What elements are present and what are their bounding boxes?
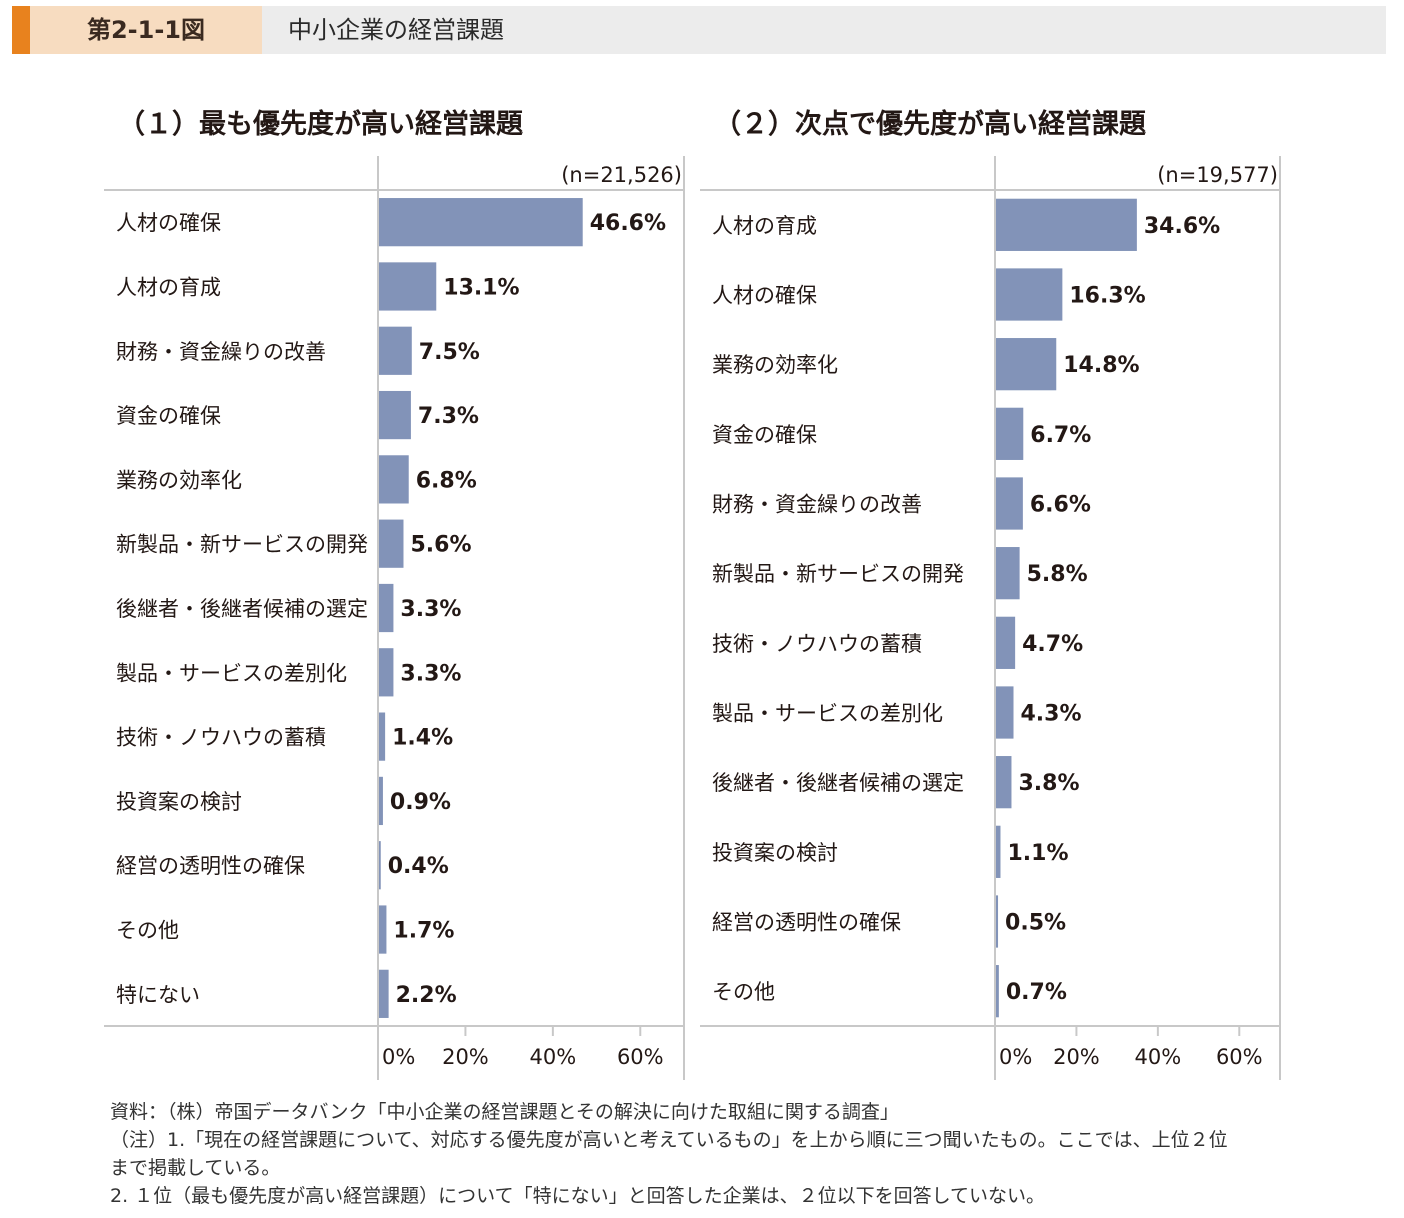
chart-1-bar bbox=[379, 390, 411, 440]
chart-1-value-label: 7.5% bbox=[419, 340, 480, 365]
chart-2-svg: (n=19,577) 0% 20% 40% 60% 人材の育成 34.6% 人材の確保 16.3… bbox=[700, 156, 1281, 1080]
chart-2-bar bbox=[996, 547, 1020, 600]
chart-1-value-label: 5.6% bbox=[410, 533, 471, 558]
chart-2-bar bbox=[996, 686, 1014, 739]
chart-2-category-label: 後継者・後継者候補の選定 bbox=[712, 771, 964, 795]
note-1-line-1: （注）1.「現在の経営課題について、対応する優先度が高いと考えているもの」を上か… bbox=[110, 1129, 1228, 1151]
chart-2-title: （２）次点で優先度が高い経営課題 bbox=[714, 109, 1146, 140]
chart-2-value-label: 1.1% bbox=[1007, 841, 1068, 866]
chart-2-bar bbox=[996, 407, 1024, 460]
chart-1-bar bbox=[379, 712, 386, 761]
header-accent bbox=[12, 6, 30, 54]
chart-1-value-label: 1.4% bbox=[392, 726, 453, 751]
chart-2-bar bbox=[996, 268, 1063, 321]
chart-2-bar bbox=[996, 338, 1057, 391]
chart-2-bar bbox=[996, 616, 1016, 669]
chart-1-bar bbox=[379, 326, 412, 375]
chart-1-sample-size: (n=21,526) bbox=[561, 163, 682, 187]
chart-2-x-tick-label: 60% bbox=[1216, 1045, 1263, 1069]
chart-1-bar bbox=[379, 969, 389, 1018]
chart-2-bar bbox=[996, 965, 999, 1018]
note-1-line-2: まで掲載している。 bbox=[110, 1157, 281, 1179]
chart-1-category-label: 業務の効率化 bbox=[116, 468, 242, 492]
chart-1-x-tick-label: 40% bbox=[530, 1045, 577, 1069]
chart-2-category-label: 財務・資金繰りの改善 bbox=[712, 493, 922, 517]
chart-1-category-label: 経営の透明性の確保 bbox=[116, 854, 305, 878]
chart-2-category-label: 新製品・新サービスの開発 bbox=[712, 562, 964, 586]
chart-2-value-label: 4.3% bbox=[1021, 702, 1082, 727]
chart-1-category-label: 新製品・新サービスの開発 bbox=[116, 533, 368, 557]
chart-1-x-tick-label: 0% bbox=[382, 1045, 415, 1069]
chart-1-category-label: 人材の育成 bbox=[116, 275, 221, 299]
chart-2-bar bbox=[996, 825, 1001, 878]
chart-1-title: （１）最も優先度が高い経営課題 bbox=[118, 109, 523, 140]
chart-1-category-label: 製品・サービスの差別化 bbox=[116, 661, 347, 685]
chart-1-category-label: 技術・ノウハウの蓄積 bbox=[116, 726, 326, 750]
chart-2-bar bbox=[996, 756, 1012, 809]
chart-2-category-label: 製品・サービスの差別化 bbox=[712, 702, 943, 726]
chart-2-x-tick-label: 20% bbox=[1053, 1045, 1100, 1069]
chart-1-bar bbox=[379, 648, 394, 697]
chart-2-x-tick-label: 0% bbox=[999, 1045, 1032, 1069]
chart-1-bar bbox=[379, 519, 404, 568]
chart-2-category-label: その他 bbox=[712, 980, 775, 1004]
notes-block: 資料：（株）帝国データバンク「中小企業の経営課題とその解決に向けた取組に関する調… bbox=[110, 1098, 1310, 1210]
chart-2-bar bbox=[996, 477, 1023, 530]
chart-1-value-label: 7.3% bbox=[418, 404, 479, 429]
chart-1-x-tick-label: 20% bbox=[442, 1045, 489, 1069]
note-2: 2. １位（最も優先度が高い経営課題）について「特にない」と回答した企業は、２位… bbox=[110, 1185, 1046, 1207]
chart-1-category-label: 特にない bbox=[116, 983, 200, 1007]
chart-1-bar bbox=[379, 905, 387, 954]
note-source: 資料：（株）帝国データバンク「中小企業の経営課題とその解決に向けた取組に関する調… bbox=[110, 1101, 899, 1123]
chart-2-category-label: 資金の確保 bbox=[712, 423, 817, 447]
chart-1-category-label: 投資案の検討 bbox=[116, 790, 242, 814]
chart-1-category-label: 資金の確保 bbox=[116, 404, 221, 428]
chart-1-value-label: 0.4% bbox=[388, 854, 449, 879]
chart-2-value-label: 3.8% bbox=[1018, 771, 1079, 796]
chart-1-value-label: 2.2% bbox=[396, 983, 457, 1008]
chart-1-bar bbox=[379, 776, 383, 826]
chart-1-category-label: その他 bbox=[116, 919, 179, 943]
chart-2-bar bbox=[996, 198, 1137, 251]
chart-2-value-label: 4.7% bbox=[1022, 632, 1083, 657]
chart-1-bar bbox=[379, 455, 409, 504]
chart-1-value-label: 13.1% bbox=[443, 275, 519, 300]
chart-2-value-label: 14.8% bbox=[1063, 353, 1139, 378]
chart-1-value-label: 3.3% bbox=[400, 597, 461, 622]
chart-2-sample-size: (n=19,577) bbox=[1157, 163, 1278, 187]
chart-1-value-label: 46.6% bbox=[590, 211, 666, 236]
chart-1-value-label: 1.7% bbox=[393, 919, 454, 944]
chart-1-bar bbox=[379, 198, 583, 247]
chart-2-value-label: 5.8% bbox=[1027, 562, 1088, 587]
figure-header: 第2-1-1図 中小企業の経営課題 bbox=[12, 6, 1386, 54]
chart-2-category-label: 技術・ノウハウの蓄積 bbox=[712, 632, 922, 656]
chart-1-category-label: 財務・資金繰りの改善 bbox=[116, 340, 326, 364]
chart-2-category-label: 人材の育成 bbox=[712, 214, 817, 238]
chart-1-bar bbox=[379, 583, 394, 633]
chart-2-value-label: 0.5% bbox=[1005, 911, 1066, 936]
chart-1-bar bbox=[379, 841, 381, 890]
chart-1-svg: (n=21,526) 0% 20% 40% 60% 人材の確保 46.6% 人材の育成 13.1… bbox=[104, 156, 685, 1080]
chart-1-category-label: 人材の確保 bbox=[116, 211, 221, 235]
chart-1-value-label: 6.8% bbox=[416, 468, 477, 493]
chart-2-x-tick-label: 40% bbox=[1135, 1045, 1182, 1069]
figure-number: 第2-1-1図 bbox=[30, 6, 262, 54]
chart-2-value-label: 34.6% bbox=[1144, 214, 1220, 239]
chart-2-category-label: 業務の効率化 bbox=[712, 353, 838, 377]
chart-2-category-label: 人材の確保 bbox=[712, 284, 817, 308]
chart-1-x-tick-label: 60% bbox=[617, 1045, 664, 1069]
chart-1-value-label: 3.3% bbox=[400, 661, 461, 686]
chart-2-value-label: 0.7% bbox=[1006, 980, 1067, 1005]
chart-1-bar bbox=[379, 262, 437, 311]
chart-1-value-label: 0.9% bbox=[390, 790, 451, 815]
chart-2-value-label: 16.3% bbox=[1069, 284, 1145, 309]
chart-2-category-label: 経営の透明性の確保 bbox=[712, 911, 901, 935]
figure-title: 中小企業の経営課題 bbox=[288, 16, 504, 44]
chart-2-bar bbox=[996, 895, 999, 948]
chart-2-category-label: 投資案の検討 bbox=[712, 841, 838, 865]
chart-1-category-label: 後継者・後継者候補の選定 bbox=[116, 597, 368, 621]
chart-2-value-label: 6.7% bbox=[1030, 423, 1091, 448]
chart-2-value-label: 6.6% bbox=[1030, 493, 1091, 518]
